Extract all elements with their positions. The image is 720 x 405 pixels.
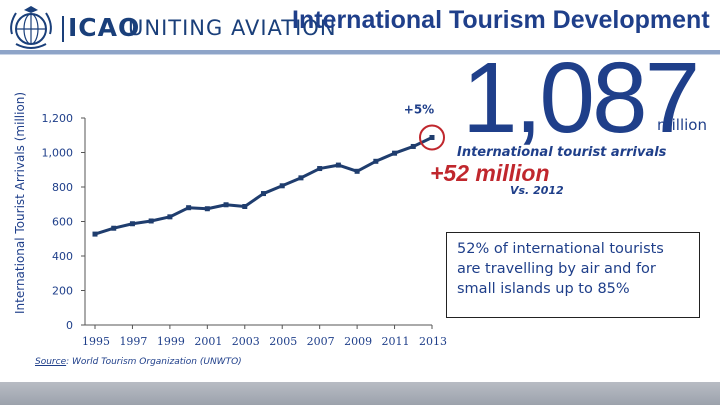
page-title: International Tourism Development (292, 6, 710, 34)
logo-icao-text: ICAO (68, 13, 141, 42)
data-point (429, 134, 435, 140)
data-point (148, 218, 154, 224)
x-tick-label: 2011 (382, 335, 410, 348)
x-tick-label: 1997 (119, 335, 147, 348)
logo-tagline: UNITING AVIATION (128, 16, 337, 40)
y-tick-label: 800 (52, 181, 73, 194)
logo-divider (62, 16, 64, 42)
highlight-circle (419, 124, 445, 151)
data-point (167, 214, 173, 220)
source-note: Source: World Tourism Organization (UNWT… (35, 357, 242, 367)
y-tick-label: 0 (66, 319, 73, 332)
data-point (392, 150, 398, 156)
arrivals-caption: International tourist arrivals (457, 145, 667, 160)
y-tick-label: 200 (52, 285, 73, 298)
tourism-line-chart: 0 200 400 600 800 1,000 1,200 1995 1997 1999 2001 2… (42, 102, 448, 348)
y-tick-label: 400 (52, 250, 73, 263)
x-tick-label: 1995 (82, 335, 110, 348)
source-key: Source (35, 357, 67, 367)
data-point (279, 183, 285, 189)
comparison-label: Vs. 2012 (510, 184, 564, 197)
data-point (373, 158, 379, 164)
change-value: +52 million (430, 160, 550, 186)
y-tick-label: 1,200 (42, 112, 74, 125)
data-point (111, 225, 117, 231)
data-point (410, 143, 416, 149)
big-number: 1,087 (462, 42, 700, 154)
data-point (129, 221, 135, 227)
header-divider-thin (0, 54, 720, 55)
footer-bar (0, 382, 720, 405)
y-tick-label: 1,000 (42, 147, 74, 160)
data-point (354, 168, 360, 174)
x-tick-label: 2003 (232, 335, 260, 348)
y-tick-label: 600 (52, 216, 73, 229)
data-point (242, 203, 248, 209)
data-point (204, 206, 210, 212)
header: ICAO UNITING AVIATION International Tour… (0, 0, 720, 58)
icao-emblem-icon (10, 6, 52, 49)
info-box: 52% of international tourists are travel… (446, 232, 700, 318)
data-point (92, 231, 98, 237)
x-tick-label: 2001 (194, 335, 222, 348)
data-point (261, 191, 266, 197)
x-tick-label: 2013 (419, 335, 447, 348)
x-tick-label: 2005 (269, 335, 297, 348)
growth-label: +5% (404, 102, 434, 116)
data-point (223, 202, 229, 208)
header-divider (0, 50, 720, 54)
data-point (186, 205, 192, 211)
data-point (298, 175, 304, 181)
source-value: : World Tourism Organization (UNWTO) (66, 357, 242, 367)
x-tick-label: 2009 (344, 335, 372, 348)
x-tick-label: 1999 (157, 335, 185, 348)
info-box-text: 52% of international tourists are travel… (457, 241, 664, 297)
data-point (317, 166, 323, 172)
unit-label: million (657, 116, 707, 134)
series-line (94, 136, 433, 236)
x-tick-label: 2007 (307, 335, 335, 348)
data-point (335, 162, 341, 168)
